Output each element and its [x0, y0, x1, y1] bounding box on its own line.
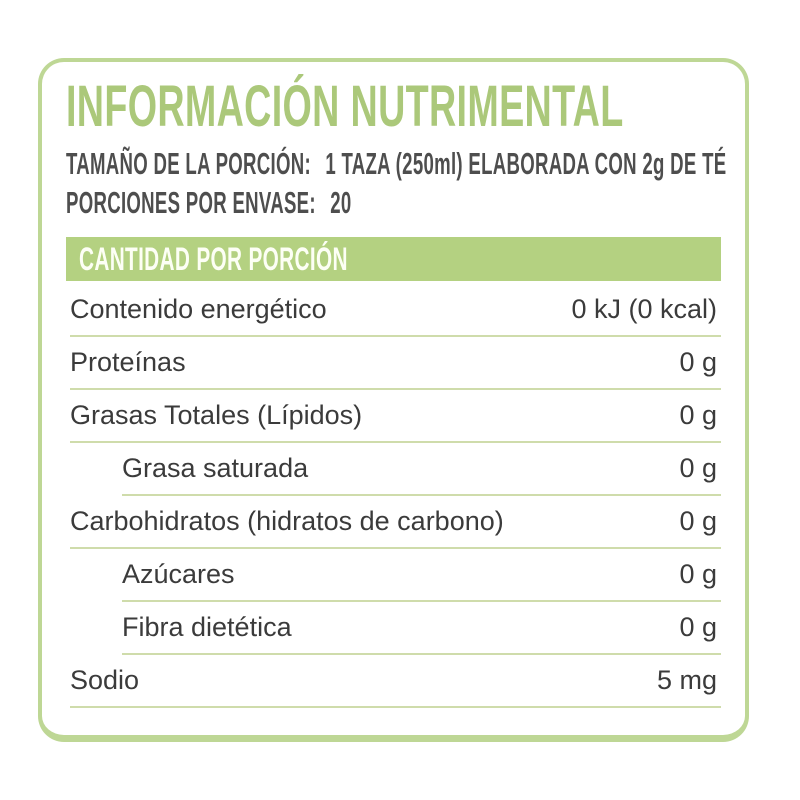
- label-title: INFORMACIÓN NUTRIMENTAL: [66, 78, 721, 136]
- servings-per-container-value: 20: [330, 185, 352, 220]
- nutrient-row: Fibra dietética 0 g: [122, 602, 721, 655]
- nutrient-row: Proteínas 0 g: [70, 337, 721, 390]
- serving-size-line: TAMAÑO DE LA PORCIÓN: 1 TAZA (250ml) ELAB…: [66, 146, 726, 181]
- servings-per-container-label: PORCIONES POR ENVASE:: [66, 185, 316, 220]
- servings-per-container-line: PORCIONES POR ENVASE: 20: [66, 187, 721, 218]
- label-title-text: INFORMACIÓN NUTRIMENTAL: [66, 74, 624, 139]
- nutrient-table: Contenido energético 0 kJ (0 kcal) Prote…: [70, 284, 721, 708]
- nutrient-name: Grasas Totales (Lípidos): [70, 400, 363, 430]
- nutrient-name: Carbohidratos (hidratos de carbono): [70, 506, 504, 536]
- nutrient-value: 0 g: [679, 559, 717, 589]
- nutrient-name: Fibra dietética: [122, 612, 292, 642]
- nutrition-label-content: INFORMACIÓN NUTRIMENTAL TAMAÑO DE LA POR…: [42, 62, 745, 708]
- nutrient-row: Contenido energético 0 kJ (0 kcal): [70, 284, 721, 337]
- nutrient-row: Carbohidratos (hidratos de carbono) 0 g: [70, 496, 721, 549]
- nutrient-name: Contenido energético: [70, 294, 327, 324]
- nutrient-name: Sodio: [70, 665, 140, 695]
- nutrient-value: 0 g: [679, 347, 717, 377]
- nutrient-name: Grasa saturada: [122, 453, 309, 483]
- nutrient-value: 0 g: [679, 506, 717, 536]
- section-header-text: CANTIDAD POR PORCIÓN: [79, 241, 348, 277]
- serving-size-value: 1 TAZA (250ml) ELABORADA CON 2g DE TÉ: [325, 146, 727, 181]
- nutrient-name: Proteínas: [70, 347, 186, 377]
- nutrient-value: 0 g: [679, 612, 717, 642]
- nutrient-row: Grasa saturada 0 g: [122, 443, 721, 496]
- nutrient-row: Grasas Totales (Lípidos) 0 g: [70, 390, 721, 443]
- nutrient-value: 0 g: [679, 453, 717, 483]
- nutrient-value: 0 g: [679, 400, 717, 430]
- section-header-bar: CANTIDAD POR PORCIÓN: [66, 237, 721, 281]
- serving-size-label: TAMAÑO DE LA PORCIÓN:: [66, 146, 311, 181]
- nutrient-row: Azúcares 0 g: [122, 549, 721, 602]
- nutrient-name: Azúcares: [122, 559, 235, 589]
- nutrient-row: Sodio 5 mg: [70, 655, 721, 708]
- nutrition-label-card: INFORMACIÓN NUTRIMENTAL TAMAÑO DE LA POR…: [38, 58, 749, 742]
- nutrient-value: 0 kJ (0 kcal): [571, 294, 717, 324]
- nutrient-value: 5 mg: [656, 665, 717, 695]
